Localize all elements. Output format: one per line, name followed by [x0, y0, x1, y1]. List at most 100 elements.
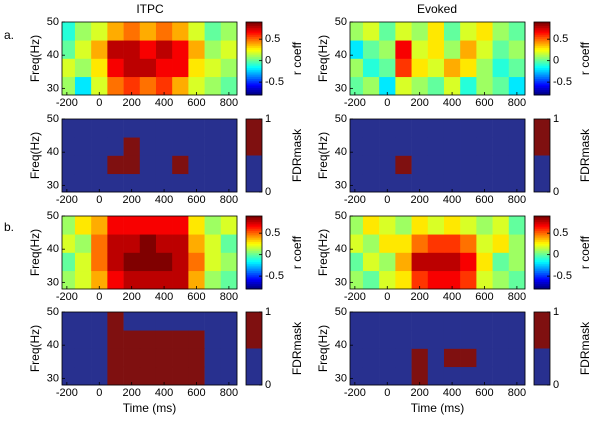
heatmap-cell	[204, 76, 222, 96]
colorbar-strip	[246, 239, 262, 242]
x-tick-label: 400	[155, 291, 173, 303]
colorbar-strip	[246, 22, 262, 25]
x-axis-label: Time (ms)	[411, 401, 465, 415]
heatmap-cell	[395, 58, 412, 78]
x-tick-label: 600	[187, 387, 205, 399]
x-tick-label: 0	[96, 97, 102, 109]
heatmap-cell	[508, 58, 526, 78]
heatmap-cell	[62, 348, 76, 368]
heatmap-cell	[204, 216, 222, 235]
colorbar-strip	[534, 82, 550, 85]
heatmap-cell	[172, 40, 189, 59]
colorbar-strip	[246, 217, 262, 221]
heatmap-cell	[411, 270, 429, 290]
x-tick-label: 0	[384, 194, 390, 206]
heatmap-cell	[139, 173, 157, 193]
x-tick-label: -200	[56, 387, 78, 399]
colorbar-strip	[246, 223, 262, 226]
heatmap-cell	[350, 216, 364, 235]
colorbar-tick-label: 0.5	[265, 33, 280, 45]
colorbar-strip	[246, 254, 262, 257]
colorbar-strip	[534, 287, 550, 290]
colorbar-strip	[534, 62, 550, 65]
heatmap-cell	[362, 155, 380, 175]
colorbar-tick-label: 1	[553, 306, 559, 318]
colorbar-strip	[534, 93, 550, 96]
heatmap-cell	[476, 40, 493, 59]
heatmap-cell	[107, 58, 124, 78]
colorbar-strip	[534, 216, 550, 219]
x-tick-label: 0	[384, 97, 390, 109]
colorbar-strip	[534, 38, 550, 41]
y-axis-label: Freq(Hz)	[316, 229, 330, 276]
row-label: b.	[4, 220, 14, 234]
heatmap-cell	[508, 137, 526, 156]
heatmap-cell	[460, 173, 477, 193]
heatmap-cell	[62, 40, 76, 59]
heatmap-cell	[411, 252, 429, 272]
x-tick-label: 800	[508, 387, 526, 399]
heatmap-cell	[379, 348, 396, 368]
heatmap-cell	[123, 234, 141, 253]
colorbar-strip	[246, 232, 262, 235]
colorbar-label: FDRmask	[578, 321, 592, 375]
colorbar-strip	[534, 281, 550, 284]
colorbar-strip	[534, 58, 550, 61]
x-tick-label: 400	[443, 194, 461, 206]
heatmap-cell	[411, 234, 429, 253]
colorbar-strip	[246, 257, 262, 261]
heatmap-cell	[411, 312, 429, 331]
colorbar-strip	[246, 71, 262, 74]
heatmap-cell	[350, 22, 364, 41]
heatmap-cell	[155, 216, 173, 235]
heatmap-cell	[395, 252, 412, 272]
heatmap-cell	[74, 119, 92, 138]
colorbar-strip	[534, 25, 550, 28]
heatmap-cell	[443, 252, 461, 272]
heatmap-cell	[139, 76, 157, 96]
heatmap-cell	[188, 173, 205, 193]
colorbar-strip	[246, 247, 262, 250]
colorbar-strip	[246, 216, 262, 219]
colorbar-strip	[246, 43, 262, 47]
heatmap-cell	[91, 234, 108, 253]
heatmap-cell	[411, 22, 429, 41]
heatmap-cell	[476, 366, 493, 386]
heatmap-cell	[443, 40, 461, 59]
y-axis-label: Freq(Hz)	[28, 35, 42, 82]
heatmap-cell	[155, 155, 173, 175]
heatmap-cell	[379, 22, 396, 41]
heatmap-cell	[139, 366, 157, 386]
heatmap-cell	[62, 330, 76, 349]
heatmap-cell	[220, 76, 238, 96]
colorbar-strip	[246, 348, 262, 385]
y-axis-label: Freq(Hz)	[28, 325, 42, 372]
heatmap-cell	[107, 216, 124, 235]
colorbar-strip	[246, 230, 262, 233]
colorbar-strip	[534, 32, 550, 36]
heatmap-cell	[155, 234, 173, 253]
heatmap-cell	[395, 137, 412, 156]
heatmap-cell	[476, 330, 493, 349]
colorbar-strip	[246, 93, 262, 96]
heatmap-cell	[204, 366, 222, 386]
x-tick-label: 600	[187, 291, 205, 303]
colorbar-strip	[534, 236, 550, 239]
heatmap-cell	[123, 348, 141, 368]
heatmap-cell	[443, 330, 461, 349]
heatmap-cell	[74, 137, 92, 156]
colorbar-strip	[246, 29, 262, 32]
heatmap-cell	[204, 312, 222, 331]
heatmap-cell	[411, 119, 429, 138]
heatmap-cell	[411, 40, 429, 59]
heatmap-cell	[395, 312, 412, 331]
heatmap-cell	[91, 58, 108, 78]
colorbar-strip	[534, 283, 550, 286]
colorbar-strip	[246, 58, 262, 61]
heatmap-cell	[443, 312, 461, 331]
colorbar-tick-label: -0.5	[265, 270, 284, 282]
heatmap-cell	[460, 366, 477, 386]
colorbar-strip	[534, 155, 550, 192]
colorbar-strip	[534, 274, 550, 277]
heatmap-cell	[62, 216, 76, 235]
